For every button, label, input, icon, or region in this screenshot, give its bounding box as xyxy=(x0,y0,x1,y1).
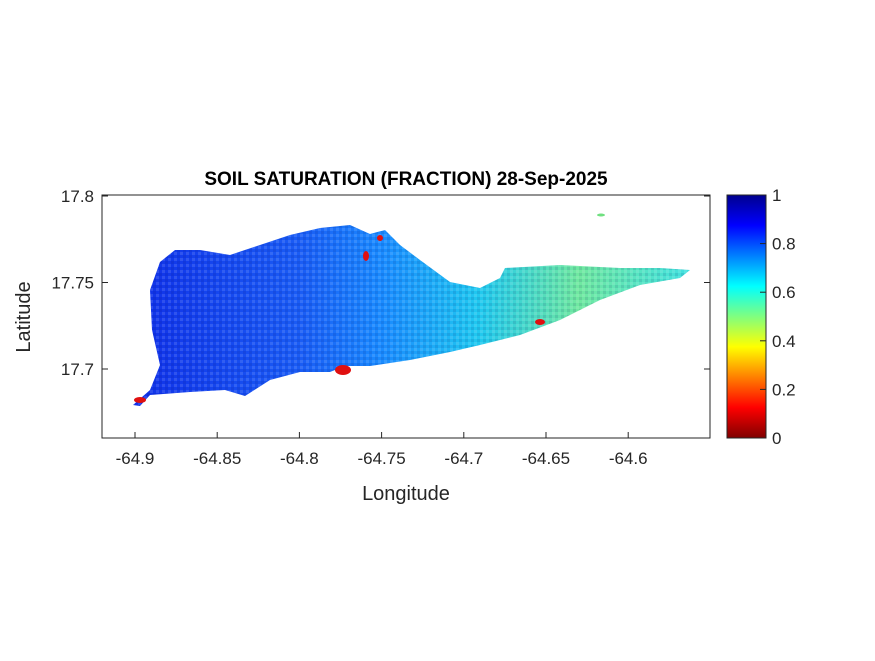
y-tick-label: 17.7 xyxy=(61,360,94,379)
colorbar-tick-label: 0 xyxy=(772,429,781,448)
x-tick-label: -64.65 xyxy=(522,449,570,468)
y-axis-label: Latitude xyxy=(13,281,35,352)
low-saturation-spot xyxy=(535,319,545,325)
colorbar xyxy=(726,194,767,439)
x-tick-label: -64.7 xyxy=(444,449,483,468)
colorbar-tick-label: 1 xyxy=(772,186,781,205)
axes-box xyxy=(101,194,711,439)
x-tick-label: -64.8 xyxy=(280,449,319,468)
low-saturation-spot xyxy=(335,365,351,375)
colorbar-tick-label: 0.6 xyxy=(772,283,796,302)
x-tick-label: -64.9 xyxy=(116,449,155,468)
chart-title: SOIL SATURATION (FRACTION) 28-Sep-2025 xyxy=(204,169,608,190)
y-tick-label: 17.75 xyxy=(51,274,94,293)
y-tick-label: 17.8 xyxy=(61,187,94,206)
islet xyxy=(597,213,605,217)
low-saturation-spot xyxy=(363,251,369,261)
colorbar-tick-label: 0.2 xyxy=(772,380,796,399)
colorbar-tick-label: 0.4 xyxy=(772,332,796,351)
x-tick-label: -64.85 xyxy=(193,449,241,468)
colorbar-tick-label: 0.8 xyxy=(772,235,796,254)
low-saturation-spot xyxy=(377,235,383,241)
x-tick-label: -64.6 xyxy=(609,449,648,468)
x-axis-label: Longitude xyxy=(362,483,450,505)
x-tick-label: -64.75 xyxy=(357,449,405,468)
low-saturation-spot xyxy=(134,397,146,403)
island-texture xyxy=(133,225,690,406)
island-saturation-field xyxy=(133,213,690,406)
